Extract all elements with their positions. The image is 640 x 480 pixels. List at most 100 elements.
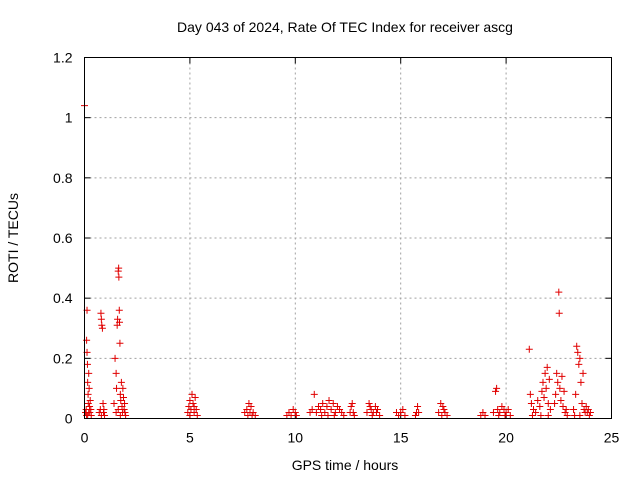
data-point xyxy=(553,369,561,377)
data-point xyxy=(401,411,409,419)
data-point xyxy=(579,369,587,377)
data-point xyxy=(319,399,327,407)
data-point xyxy=(291,408,299,416)
data-point xyxy=(348,399,356,407)
data-point xyxy=(538,387,546,395)
data-point xyxy=(481,411,489,419)
data-point xyxy=(193,411,201,419)
data-point xyxy=(244,411,252,419)
plot-frame xyxy=(84,57,612,419)
data-point xyxy=(115,306,123,314)
data-point xyxy=(585,411,593,419)
data-point xyxy=(557,396,565,404)
data-point xyxy=(84,378,92,386)
data-point xyxy=(292,411,300,419)
chart-title: Day 043 of 2024, Rate Of TEC Index for r… xyxy=(177,19,513,35)
data-point xyxy=(327,405,335,413)
data-point xyxy=(496,408,504,416)
data-point xyxy=(563,411,571,419)
data-point xyxy=(99,399,107,407)
data-point xyxy=(368,411,376,419)
data-point xyxy=(114,315,122,323)
y-tick-label: 1.2 xyxy=(53,50,73,66)
data-point xyxy=(575,360,583,368)
data-point xyxy=(555,288,563,296)
data-point xyxy=(504,405,512,413)
data-point xyxy=(435,408,443,416)
data-points xyxy=(81,102,594,419)
data-point xyxy=(545,375,553,383)
data-point xyxy=(363,408,371,416)
data-point xyxy=(121,399,129,407)
data-point xyxy=(493,384,501,392)
y-tick-label: 0.8 xyxy=(53,170,73,186)
data-point xyxy=(546,405,554,413)
data-point xyxy=(120,405,128,413)
x-axis-ticks: 0 5 10 15 20 25 xyxy=(81,57,620,446)
data-point xyxy=(117,378,125,386)
x-tick-label: 25 xyxy=(604,430,620,446)
data-point xyxy=(559,402,567,410)
data-point xyxy=(555,309,563,317)
y-tick-label: 0 xyxy=(65,411,73,427)
data-point xyxy=(372,408,380,416)
data-point xyxy=(365,399,373,407)
data-point xyxy=(542,384,550,392)
data-point xyxy=(98,324,106,332)
data-point xyxy=(558,372,566,380)
data-point xyxy=(121,408,129,416)
data-point xyxy=(321,408,329,416)
data-point xyxy=(111,354,119,362)
data-point xyxy=(526,390,534,398)
data-point xyxy=(97,411,105,419)
x-tick-label: 15 xyxy=(393,430,409,446)
data-point xyxy=(119,384,127,392)
data-point xyxy=(308,405,316,413)
data-point xyxy=(525,345,533,353)
data-point xyxy=(571,411,579,419)
data-point xyxy=(331,408,339,416)
data-point xyxy=(100,405,108,413)
data-point xyxy=(312,408,320,416)
data-point xyxy=(116,339,124,347)
data-point xyxy=(189,399,197,407)
x-tick-label: 10 xyxy=(288,430,304,446)
data-point xyxy=(330,411,338,419)
data-point xyxy=(85,369,93,377)
data-point xyxy=(110,399,118,407)
data-point xyxy=(562,405,570,413)
data-point xyxy=(340,411,348,419)
data-point xyxy=(540,393,548,401)
data-point xyxy=(528,411,536,419)
data-point xyxy=(560,387,568,395)
grid xyxy=(84,57,612,419)
data-point xyxy=(83,360,91,368)
data-point xyxy=(115,318,123,326)
y-tick-label: 0.2 xyxy=(53,350,73,366)
data-point xyxy=(329,399,337,407)
data-point xyxy=(186,411,194,419)
data-point xyxy=(323,402,331,410)
data-point xyxy=(534,396,542,404)
data-point xyxy=(399,405,407,413)
data-point xyxy=(114,405,122,413)
data-point xyxy=(85,384,93,392)
data-point xyxy=(98,321,106,329)
data-point xyxy=(539,378,547,386)
data-point xyxy=(86,396,94,404)
data-point xyxy=(310,390,318,398)
x-tick-label: 20 xyxy=(498,430,514,446)
data-point xyxy=(325,396,333,404)
data-point xyxy=(97,309,105,317)
data-point xyxy=(495,411,503,419)
x-tick-label: 5 xyxy=(186,430,194,446)
data-point xyxy=(251,411,259,419)
data-point xyxy=(376,411,384,419)
data-point xyxy=(544,399,552,407)
x-axis-label: GPS time / hours xyxy=(292,457,399,473)
data-point xyxy=(570,405,578,413)
data-point xyxy=(501,411,509,419)
data-point xyxy=(577,378,585,386)
data-point xyxy=(186,396,194,404)
data-point xyxy=(552,390,560,398)
